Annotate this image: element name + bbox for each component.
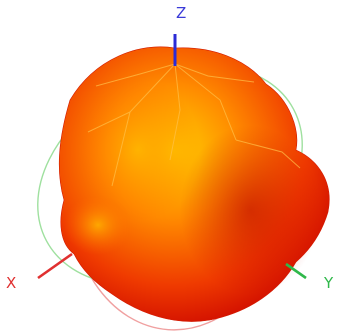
surface-facet-lines (87, 63, 301, 187)
x-axis (37, 252, 73, 280)
z-axis-label: Z (176, 4, 187, 22)
x-axis-label: X (6, 274, 17, 292)
surface-highlight (64, 195, 132, 255)
y-axis-label: Y (324, 274, 334, 292)
surface-highlight (76, 78, 200, 222)
y-axis (285, 262, 307, 280)
surface-shadow (180, 125, 320, 295)
